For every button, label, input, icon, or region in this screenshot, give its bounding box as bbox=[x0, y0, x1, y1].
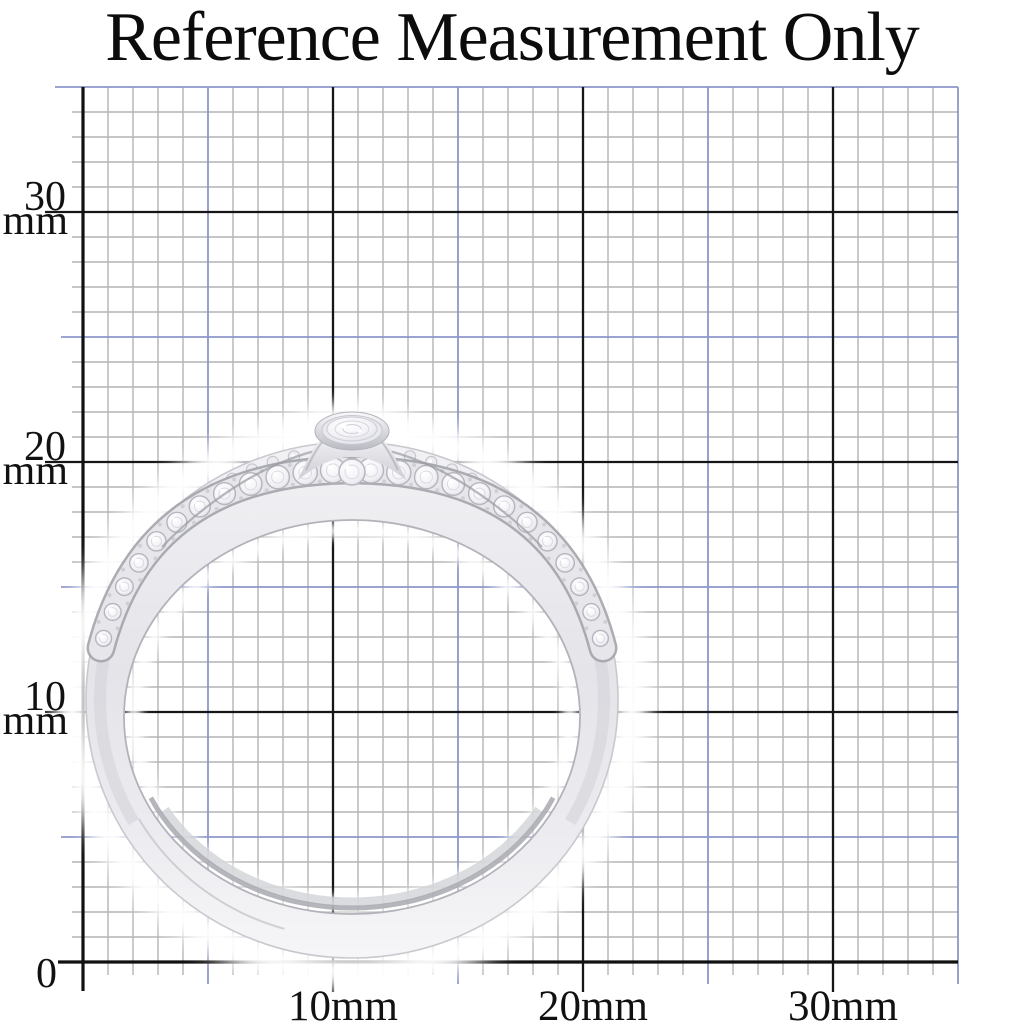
y-axis-label-unit-20mm: mm bbox=[3, 448, 69, 494]
mm-grid bbox=[45, 86, 959, 992]
x-axis-label-20mm: 20mm bbox=[538, 983, 648, 1024]
y-axis-label-20mm: 20 bbox=[24, 424, 66, 470]
x-axis-label-30mm: 30mm bbox=[788, 983, 898, 1024]
ring-photo bbox=[85, 411, 619, 959]
y-axis-label-10mm: 10 bbox=[24, 674, 66, 720]
y-axis-label-unit-10mm: mm bbox=[3, 698, 69, 744]
y-axis-label-0mm: 0 bbox=[36, 951, 57, 997]
y-axis-label-30mm: 30 bbox=[24, 174, 66, 220]
page-title: Reference Measurement Only bbox=[105, 0, 920, 76]
y-axis-label-unit-30mm: mm bbox=[3, 198, 69, 244]
x-axis-label-10mm: 10mm bbox=[288, 983, 398, 1024]
